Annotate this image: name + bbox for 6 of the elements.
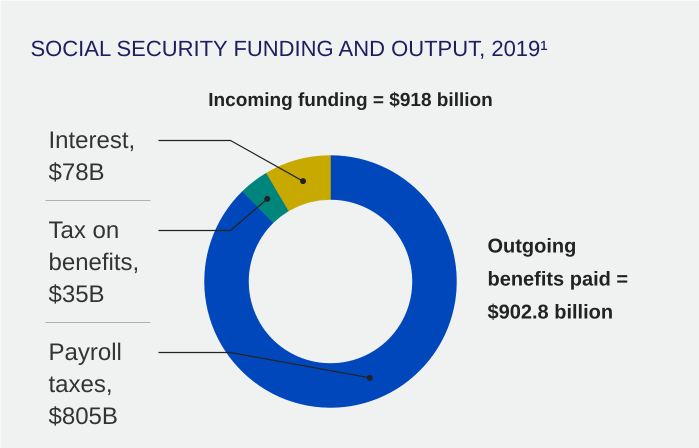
chart-title: SOCIAL SECURITY FUNDING AND OUTPUT, 2019¹: [30, 36, 548, 61]
slice-label: Interest, $78B: [48, 127, 136, 186]
text: Outgoing benefits paid = $902.8 billion: [488, 236, 628, 324]
slice-label: Tax on benefits, $35B: [48, 217, 140, 308]
slice-label: Payroll taxes, $805B: [48, 339, 122, 430]
chart-subtitle: Incoming funding = $918 billion: [208, 90, 493, 111]
